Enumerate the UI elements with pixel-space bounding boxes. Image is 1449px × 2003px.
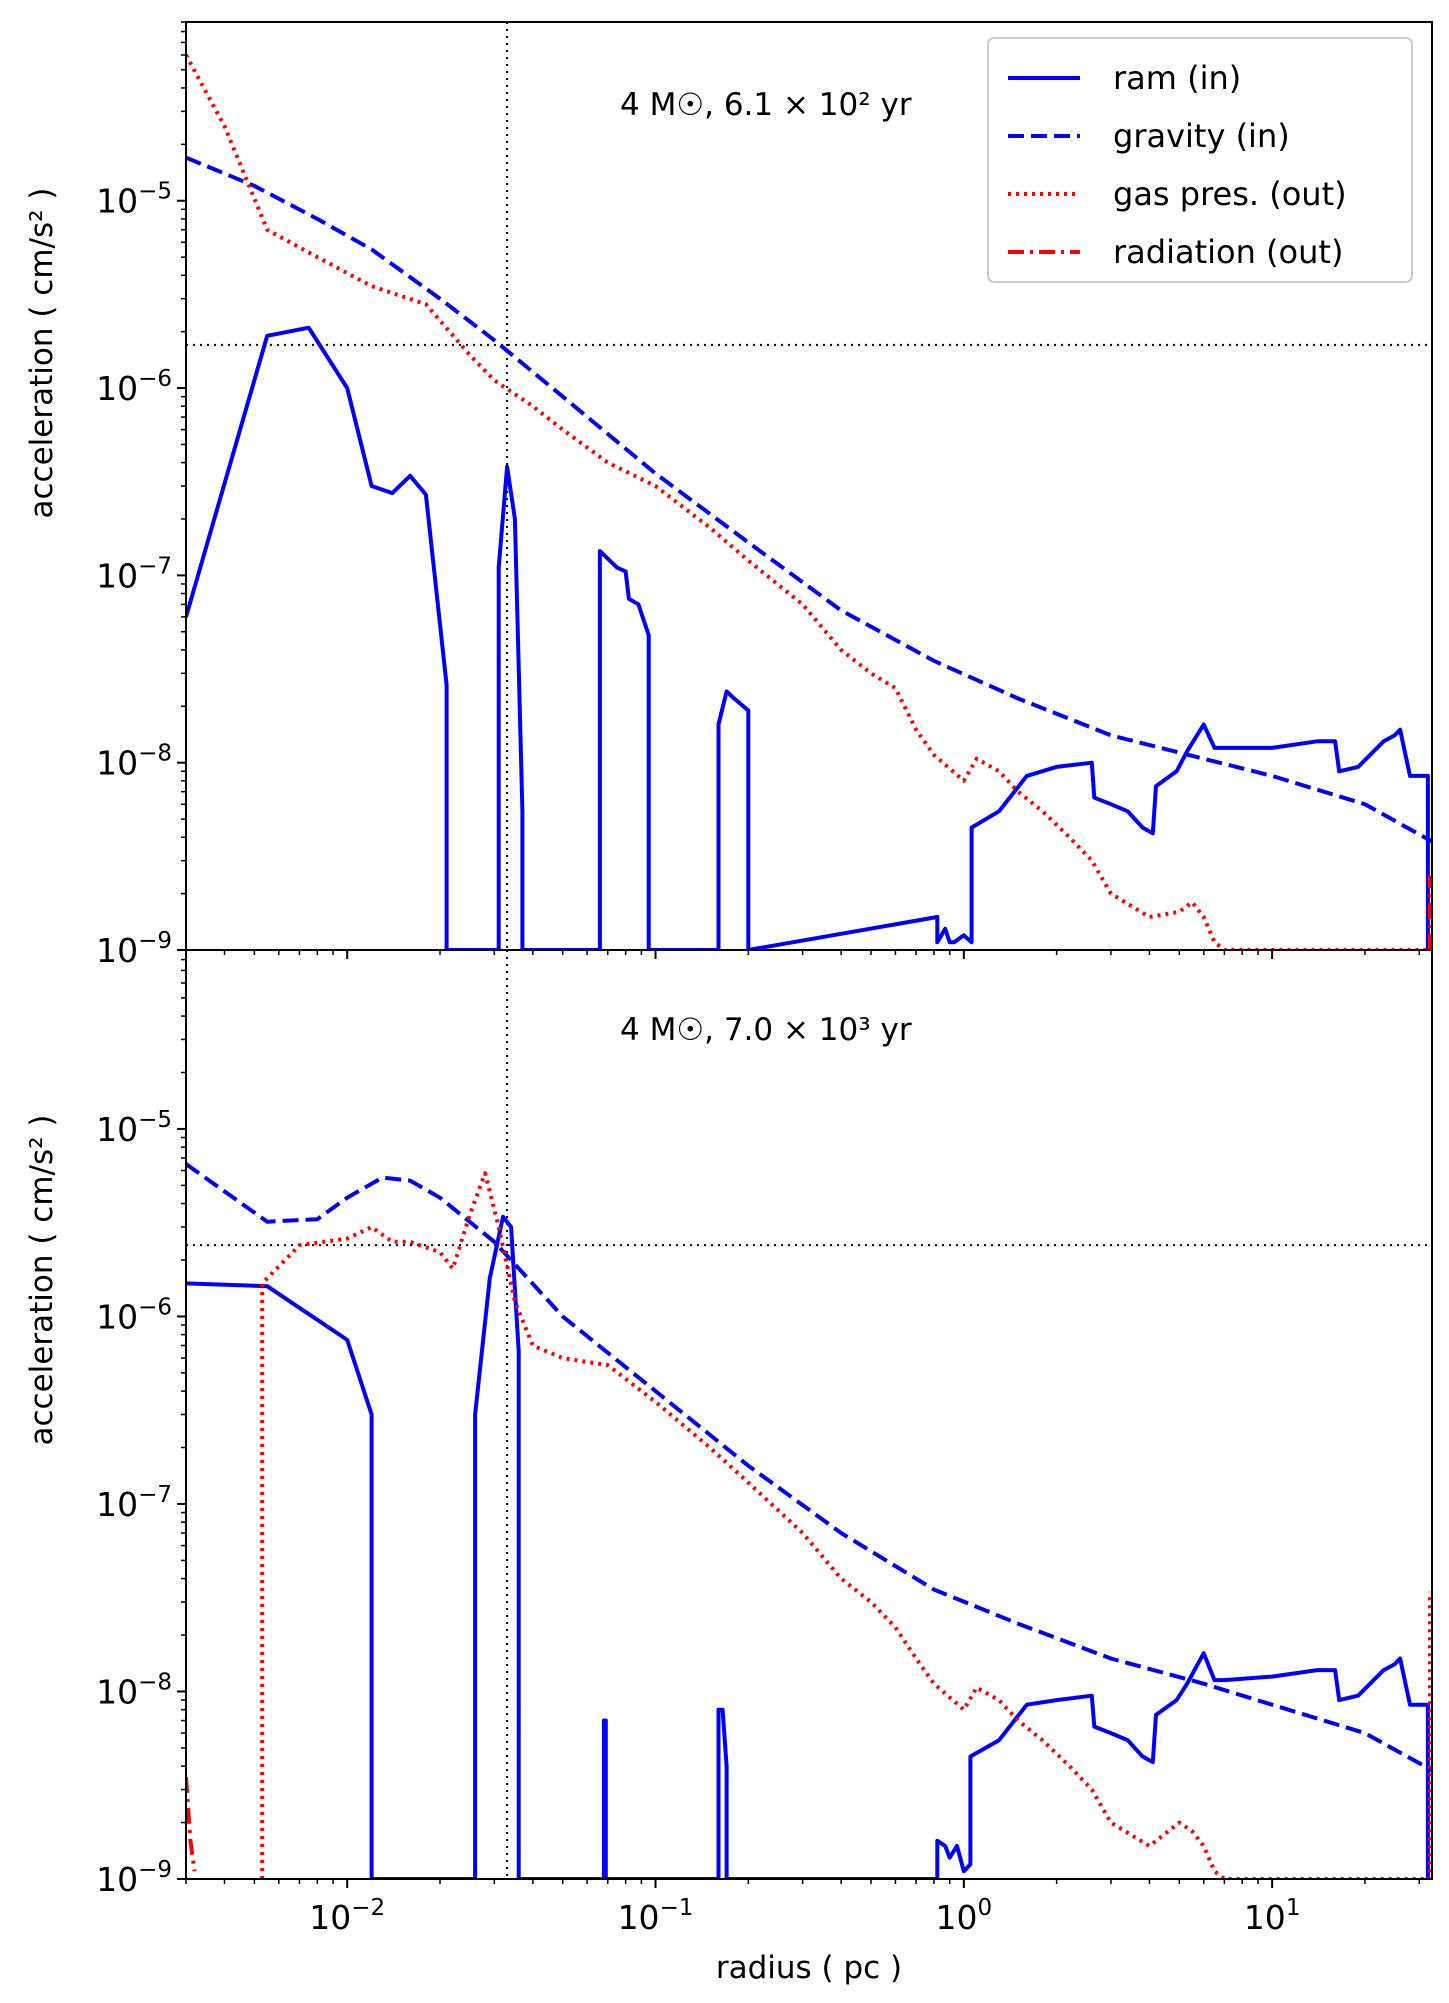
top-panel-series-gravity-in bbox=[186, 155, 1432, 844]
bottom-panel-y-axis-label: acceleration ( cm/s² ) bbox=[24, 1115, 60, 1446]
top-panel-series-ram-in bbox=[186, 325, 1430, 950]
bottom-panel-series-gravity-in bbox=[186, 1162, 1432, 1773]
bottom-panel-y-tick-label: 10−7 bbox=[96, 1482, 172, 1524]
top-panel-y-tick-label: 10−7 bbox=[96, 553, 172, 595]
top-panel-y-tick-label: 10−9 bbox=[96, 928, 172, 970]
bottom-panel-y-tick-label: 10−9 bbox=[96, 1857, 172, 1899]
legend-label-radiation-out: radiation (out) bbox=[1113, 233, 1343, 271]
bottom-panel: 10−9 10−8 10−7 10−6 10−5 10−2 10−1 100 101 4 M☉,… bbox=[24, 949, 1433, 1986]
bottom-panel-annotation: 4 M☉, 7.0 × 10³ yr bbox=[620, 1012, 912, 1048]
legend: ram (in) gravity (in) gas pres. (out) radia… bbox=[987, 37, 1413, 283]
bottom-panel-y-tick-label: 10−8 bbox=[96, 1669, 172, 1711]
bottom-panel-series-ram-in bbox=[186, 1214, 1430, 1879]
bottom-panel-traces bbox=[186, 950, 1432, 1879]
bottom-panel-frame bbox=[185, 949, 1433, 1880]
legend-label-ram-in: ram (in) bbox=[1113, 59, 1241, 97]
top-panel-series-gas-pres-out bbox=[186, 54, 1428, 950]
top-panel-y-axis-label: acceleration ( cm/s² ) bbox=[24, 188, 60, 519]
top-panel-y-tick-label: 10−8 bbox=[96, 741, 172, 783]
x-tick-label: 101 bbox=[1244, 1895, 1301, 1937]
top-panel-annotation: 4 M☉, 6.1 × 10² yr bbox=[620, 87, 912, 123]
top-panel-traces bbox=[186, 22, 1432, 950]
x-tick-label: 100 bbox=[936, 1895, 993, 1937]
x-tick-label: 10−2 bbox=[309, 1895, 385, 1937]
x-axis-label: radius ( pc ) bbox=[716, 1950, 902, 1986]
top-panel-tick-labels: 10−9 10−8 10−7 10−6 10−5 bbox=[96, 179, 172, 970]
bottom-panel-y-tick-label: 10−6 bbox=[96, 1294, 172, 1336]
bottom-panel-series-radiation-out bbox=[186, 1776, 197, 1872]
x-tick-label: 10−1 bbox=[618, 1895, 694, 1937]
top-panel-y-tick-label: 10−5 bbox=[96, 179, 172, 221]
top-panel-y-tick-label: 10−6 bbox=[96, 366, 172, 408]
bottom-panel-y-tick-label: 10−5 bbox=[96, 1107, 172, 1149]
legend-label-gas-pres-out: gas pres. (out) bbox=[1113, 175, 1347, 213]
bottom-panel-tick-labels: 10−9 10−8 10−7 10−6 10−5 10−2 10−1 100 101 bbox=[96, 1107, 1300, 1937]
top-panel: 10−910−810−710−610−5 4 M☉, 6.1 × 10² yr … bbox=[24, 21, 1433, 970]
legend-label-gravity-in: gravity (in) bbox=[1113, 117, 1290, 155]
legend-box bbox=[987, 37, 1413, 283]
